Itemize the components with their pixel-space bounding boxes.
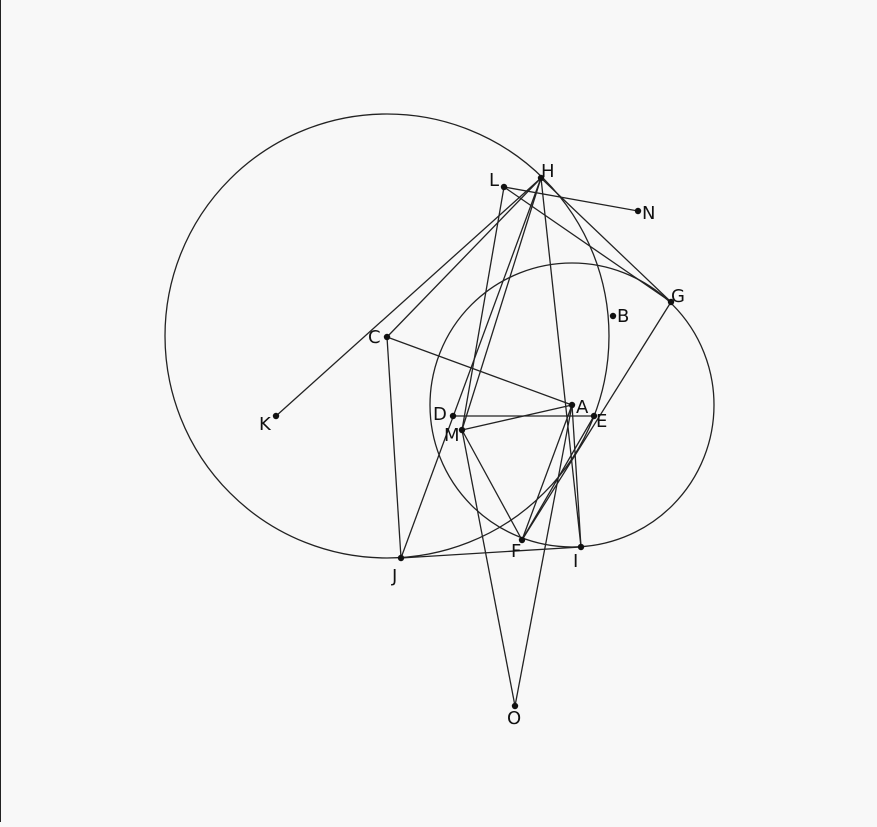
segment-ji <box>400 546 582 559</box>
segment-ca <box>386 336 573 406</box>
point-b <box>609 312 617 320</box>
point-label-i: I <box>573 551 578 572</box>
point-label-b: B <box>617 306 629 327</box>
point-l <box>500 183 508 191</box>
point-k <box>272 412 280 420</box>
point-label-e: E <box>596 411 607 432</box>
point-j <box>397 554 405 562</box>
point-n <box>634 207 642 215</box>
point-label-k: K <box>259 414 272 435</box>
segment-hc <box>386 177 542 338</box>
point-h <box>537 174 545 182</box>
segment-lg <box>503 186 672 303</box>
segment-hg <box>540 177 672 303</box>
point-o <box>511 702 519 710</box>
point-label-m: M <box>444 425 460 446</box>
segment-ef <box>521 415 595 541</box>
point-m <box>458 426 466 434</box>
segment-hi <box>540 177 582 548</box>
point-label-j: J <box>391 566 397 587</box>
point-i <box>577 543 585 551</box>
point-g <box>667 298 675 306</box>
point-label-h: H <box>541 161 555 182</box>
segment-ai <box>571 404 582 548</box>
segment-ln <box>503 186 639 212</box>
segment-gf <box>521 301 672 541</box>
point-a <box>568 401 576 409</box>
segment-mf <box>461 429 523 541</box>
segment-af <box>521 404 573 541</box>
point-d <box>449 412 457 420</box>
point-label-g: G <box>671 286 685 307</box>
segment-ma <box>461 404 573 431</box>
segment-hm <box>461 177 542 431</box>
point-label-a: A <box>576 397 589 418</box>
big-circle <box>164 113 610 559</box>
segment-ao <box>514 404 573 707</box>
point-f <box>518 536 526 544</box>
segment-hk <box>275 177 542 417</box>
point-label-n: N <box>642 203 655 224</box>
segment-mo <box>461 429 516 707</box>
point-label-o: O <box>507 708 521 729</box>
point-label-l: L <box>489 170 499 191</box>
point-e <box>590 412 598 420</box>
segment-lm <box>461 186 505 431</box>
point-c <box>383 333 391 341</box>
point-label-c: C <box>368 327 381 348</box>
segment-cj <box>386 336 402 559</box>
point-label-f: F <box>511 541 521 562</box>
point-label-d: D <box>433 404 447 425</box>
